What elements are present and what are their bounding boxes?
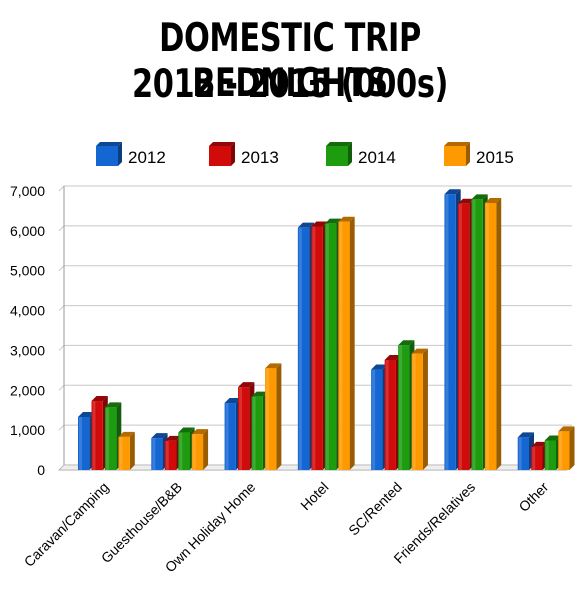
y-tick-label: 5,000 bbox=[10, 263, 45, 279]
y-tick-label: 2,000 bbox=[10, 382, 45, 398]
bar bbox=[265, 363, 282, 470]
x-tick-label: SC/Rented bbox=[345, 479, 405, 539]
legend-label: 2015 bbox=[476, 148, 514, 167]
gridline-depth bbox=[58, 265, 65, 272]
bar bbox=[191, 429, 209, 470]
legend-item: 2014 bbox=[326, 142, 396, 167]
legend-item: 2013 bbox=[209, 142, 279, 167]
y-tick-label: 4,000 bbox=[10, 303, 45, 319]
legend-item: 2015 bbox=[444, 142, 514, 167]
bar bbox=[118, 431, 135, 470]
bars bbox=[78, 189, 575, 471]
x-tick-label: Friends/Relatives bbox=[390, 479, 478, 567]
y-tick-label: 0 bbox=[37, 462, 45, 478]
chart-subtitle: 2012 - 2015 (000s) bbox=[131, 62, 449, 107]
gridline-depth bbox=[58, 185, 65, 192]
y-axis: 0 1,000 2,000 3,000 4,000 5,000 6,000 7,000 bbox=[10, 183, 45, 478]
legend-swatch bbox=[326, 142, 352, 166]
legend-item: 2012 bbox=[96, 142, 166, 167]
legend-label: 2014 bbox=[358, 148, 396, 167]
bar bbox=[411, 348, 428, 470]
legend-label: 2012 bbox=[128, 148, 166, 167]
gridline-depth bbox=[58, 225, 65, 232]
x-tick-label: Hotel bbox=[297, 479, 331, 513]
chart-title: DOMESTIC TRIP BEDNIGHTS bbox=[159, 16, 421, 106]
legend-label: 2013 bbox=[241, 148, 279, 167]
bar bbox=[558, 426, 575, 470]
bar bbox=[484, 197, 502, 470]
gridline-depth bbox=[58, 305, 65, 311]
legend: 2012 2013 2014 2015 bbox=[96, 142, 514, 167]
y-tick-label: 1,000 bbox=[10, 422, 45, 438]
y-tick-label: 3,000 bbox=[10, 342, 45, 358]
legend-swatch bbox=[444, 142, 470, 166]
bar bbox=[338, 216, 355, 470]
gridline-depth bbox=[58, 384, 65, 391]
legend-swatch bbox=[96, 142, 122, 166]
gridline-depth bbox=[58, 424, 65, 431]
y-tick-label: 6,000 bbox=[10, 223, 45, 239]
legend-swatch bbox=[209, 142, 235, 166]
gridline-depth bbox=[58, 345, 65, 351]
y-tick-label: 7,000 bbox=[10, 183, 45, 199]
x-tick-label: Other bbox=[515, 479, 551, 515]
